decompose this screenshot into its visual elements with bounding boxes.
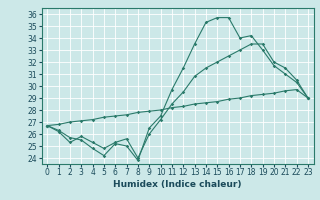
X-axis label: Humidex (Indice chaleur): Humidex (Indice chaleur) <box>113 180 242 189</box>
